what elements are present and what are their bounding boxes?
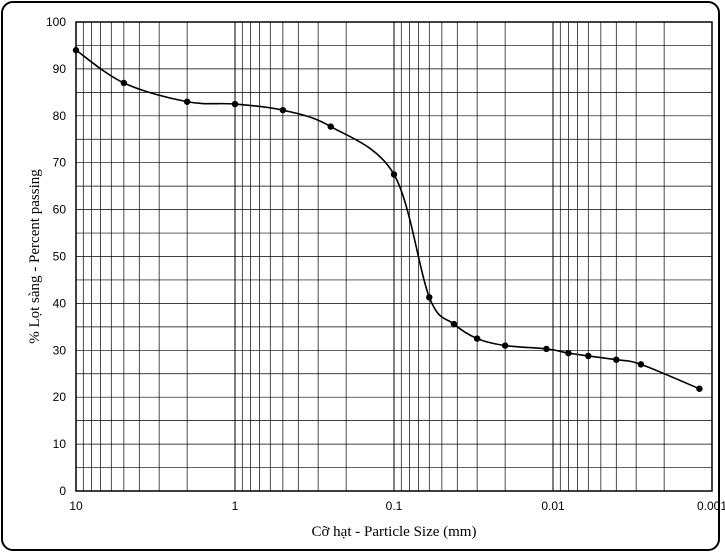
data-point (473, 335, 481, 342)
data-point (426, 294, 433, 301)
data-point (585, 352, 592, 360)
x-tick-label: 10 (69, 499, 83, 513)
data-point (450, 320, 458, 328)
x-tick-label: 0.01 (541, 499, 565, 513)
data-point (231, 100, 239, 108)
plot-area (75, 21, 713, 492)
y-tick-labels: 0 10 20 30 40 50 60 70 80 90 100 (46, 15, 66, 498)
y-axis-label: % Lọt sàng - Percent passing (27, 169, 43, 344)
y-tick-label: 40 (53, 296, 67, 310)
data-point (327, 123, 334, 130)
data-point (183, 98, 191, 105)
x-tick-label: 1 (232, 499, 239, 513)
data-point (543, 345, 550, 353)
data-point (613, 356, 620, 363)
y-tick-label: 10 (53, 437, 67, 451)
data-point (696, 385, 703, 392)
data-point (565, 349, 572, 357)
data-point (72, 46, 80, 54)
data-points (72, 46, 703, 392)
x-tick-label: 0.001 (697, 499, 725, 513)
x-axis-label: Cỡ hạt - Particle Size (mm) (312, 524, 477, 540)
y-tick-label: 70 (53, 156, 67, 170)
y-tick-label: 80 (53, 109, 67, 123)
y-tick-label: 20 (53, 390, 67, 404)
data-point (637, 361, 645, 368)
data-point (120, 79, 128, 87)
grid-lines (76, 21, 713, 492)
y-tick-label: 0 (59, 484, 66, 498)
y-tick-label: 30 (53, 343, 67, 357)
data-point (279, 106, 287, 114)
x-tick-labels: 10 1 0.1 0.01 0.001 (69, 499, 725, 513)
x-tick-label: 0.1 (386, 499, 403, 513)
y-tick-label: 50 (53, 250, 67, 264)
y-tick-label: 60 (53, 203, 67, 217)
data-point (501, 342, 509, 349)
y-tick-label: 100 (46, 15, 66, 29)
y-tick-label: 90 (53, 62, 67, 76)
data-point (390, 171, 398, 178)
series-line (75, 49, 700, 390)
